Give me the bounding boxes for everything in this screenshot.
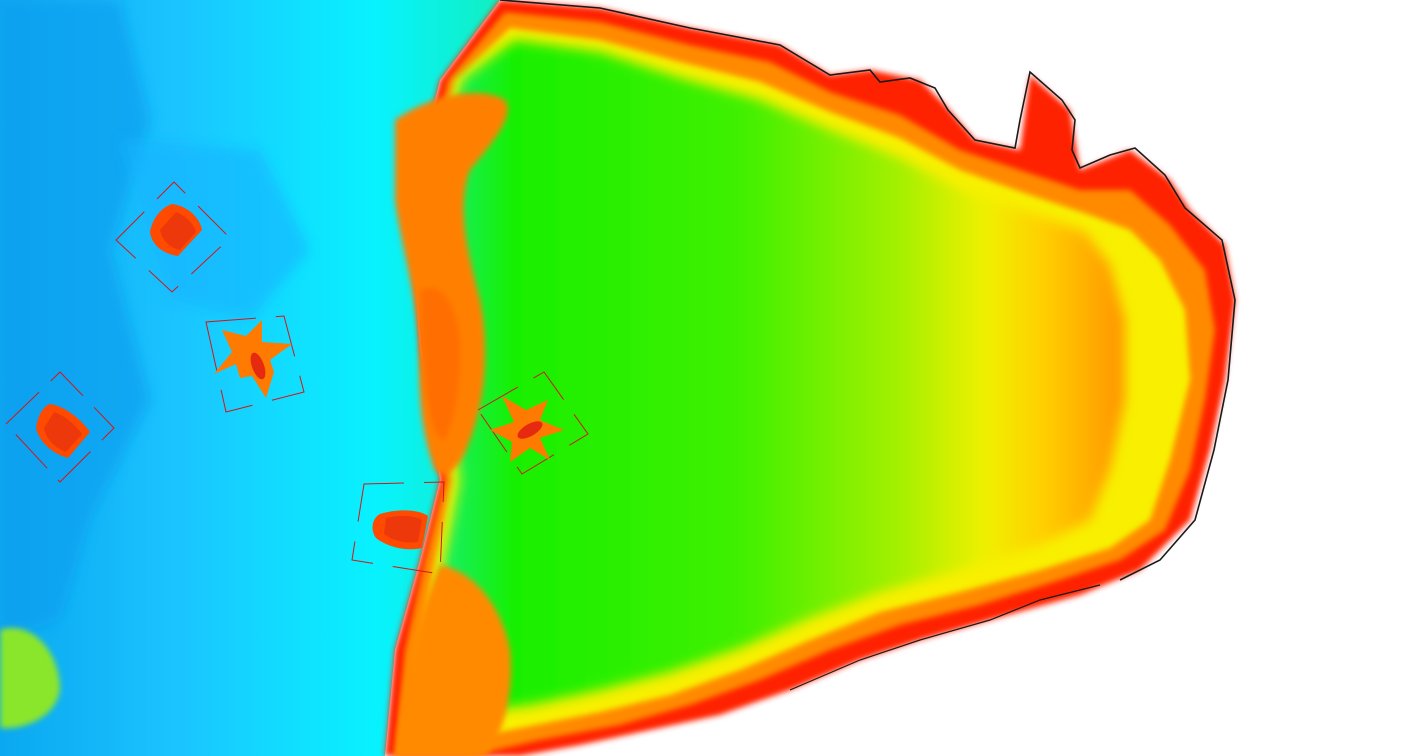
detection-box [477, 371, 589, 475]
ship-core [384, 515, 422, 543]
ship-core [44, 412, 82, 452]
land-main [430, 40, 1125, 712]
detection-box [115, 181, 231, 293]
detection-box [5, 371, 115, 483]
ridge-south [395, 565, 511, 756]
aircraft-core [517, 421, 543, 439]
aircraft-core [250, 352, 266, 380]
detection-box [205, 315, 305, 413]
target-ship-2[interactable] [5, 371, 115, 483]
sea-blue-patch [120, 140, 310, 320]
ship-core [160, 212, 196, 250]
ridge-north [395, 92, 508, 474]
sea-green-patch [0, 628, 60, 729]
sea-deep-patch [0, 0, 150, 640]
target-ship-1[interactable] [115, 181, 231, 293]
target-aircraft-2[interactable] [477, 371, 589, 475]
coastline [499, 0, 1236, 581]
target-ship-3[interactable] [351, 481, 445, 575]
detections [5, 181, 589, 575]
target-aircraft-1[interactable] [205, 315, 305, 413]
ridge-north-core [420, 287, 461, 440]
coastline-south [789, 584, 1101, 691]
